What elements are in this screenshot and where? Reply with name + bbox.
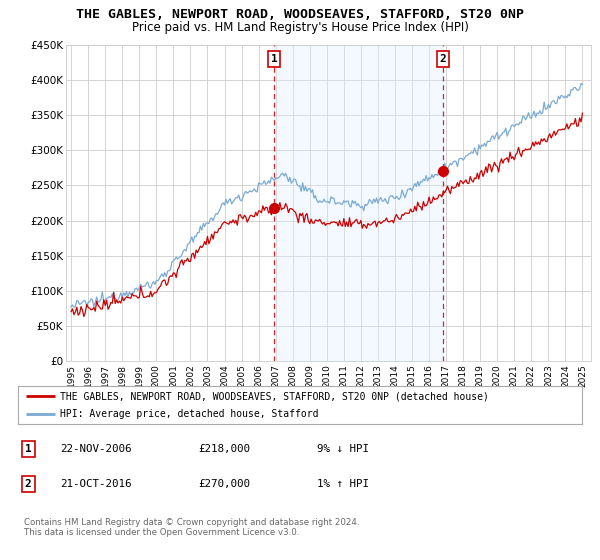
Text: 1: 1 xyxy=(271,54,277,64)
Text: £218,000: £218,000 xyxy=(199,444,250,454)
Text: 1: 1 xyxy=(25,444,32,454)
Text: 1% ↑ HPI: 1% ↑ HPI xyxy=(317,479,369,489)
Text: THE GABLES, NEWPORT ROAD, WOODSEAVES, STAFFORD, ST20 0NP: THE GABLES, NEWPORT ROAD, WOODSEAVES, ST… xyxy=(76,8,524,21)
Text: 2: 2 xyxy=(439,54,446,64)
Text: 9% ↓ HPI: 9% ↓ HPI xyxy=(317,444,369,454)
Text: £270,000: £270,000 xyxy=(199,479,250,489)
Text: THE GABLES, NEWPORT ROAD, WOODSEAVES, STAFFORD, ST20 0NP (detached house): THE GABLES, NEWPORT ROAD, WOODSEAVES, ST… xyxy=(60,391,489,401)
Text: 2: 2 xyxy=(25,479,32,489)
Text: Contains HM Land Registry data © Crown copyright and database right 2024.
This d: Contains HM Land Registry data © Crown c… xyxy=(24,518,359,538)
Text: Price paid vs. HM Land Registry's House Price Index (HPI): Price paid vs. HM Land Registry's House … xyxy=(131,21,469,34)
Text: 21-OCT-2016: 21-OCT-2016 xyxy=(60,479,132,489)
Bar xyxy=(274,45,443,361)
Text: 22-NOV-2006: 22-NOV-2006 xyxy=(60,444,132,454)
Text: HPI: Average price, detached house, Stafford: HPI: Average price, detached house, Staf… xyxy=(60,409,319,419)
